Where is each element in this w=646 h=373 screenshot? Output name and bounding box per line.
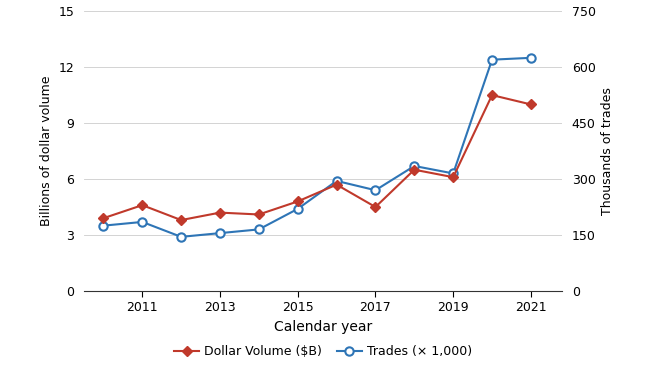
Trades (× 1,000) xyxy=(138,220,146,224)
Trades (× 1,000) xyxy=(294,207,302,211)
Dollar Volume ($B) xyxy=(450,175,457,179)
Y-axis label: Thousands of trades: Thousands of trades xyxy=(601,87,614,215)
Dollar Volume ($B) xyxy=(488,93,496,97)
Trades (× 1,000) xyxy=(177,235,185,239)
Dollar Volume ($B) xyxy=(410,167,418,172)
Trades (× 1,000) xyxy=(216,231,224,235)
Trades (× 1,000) xyxy=(410,164,418,168)
Trades (× 1,000) xyxy=(527,56,535,60)
Dollar Volume ($B) xyxy=(527,102,535,107)
Trades (× 1,000) xyxy=(99,223,107,228)
Dollar Volume ($B) xyxy=(371,205,379,209)
Dollar Volume ($B) xyxy=(216,210,224,215)
Dollar Volume ($B) xyxy=(333,182,340,187)
Dollar Volume ($B) xyxy=(255,212,263,217)
X-axis label: Calendar year: Calendar year xyxy=(274,320,372,334)
Trades (× 1,000) xyxy=(450,171,457,176)
Legend: Dollar Volume ($B), Trades (× 1,000): Dollar Volume ($B), Trades (× 1,000) xyxy=(169,340,477,363)
Trades (× 1,000) xyxy=(333,179,340,183)
Trades (× 1,000) xyxy=(255,227,263,232)
Dollar Volume ($B) xyxy=(138,203,146,207)
Dollar Volume ($B) xyxy=(177,218,185,222)
Trades (× 1,000) xyxy=(488,57,496,62)
Dollar Volume ($B) xyxy=(99,216,107,220)
Line: Trades (× 1,000): Trades (× 1,000) xyxy=(99,54,535,241)
Dollar Volume ($B) xyxy=(294,199,302,204)
Trades (× 1,000) xyxy=(371,188,379,192)
Y-axis label: Billions of dollar volume: Billions of dollar volume xyxy=(40,76,53,226)
Line: Dollar Volume ($B): Dollar Volume ($B) xyxy=(100,92,534,223)
